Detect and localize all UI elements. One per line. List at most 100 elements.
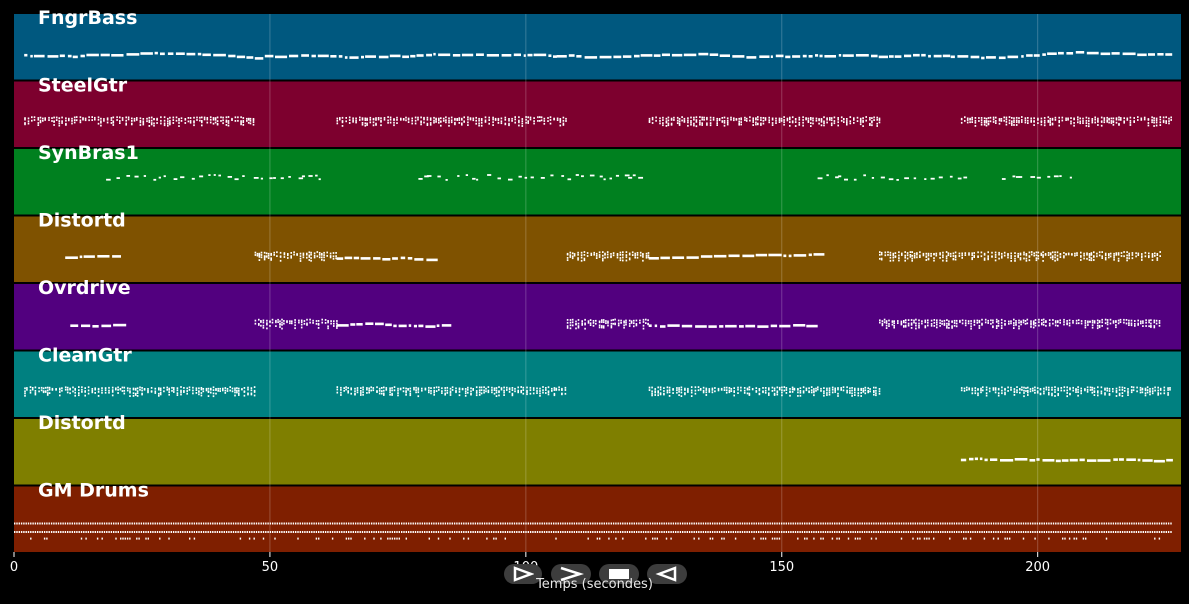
note — [68, 117, 70, 120]
note — [381, 387, 383, 389]
note — [300, 321, 303, 323]
rewind-button[interactable] — [647, 564, 687, 584]
note — [706, 124, 708, 126]
note — [458, 522, 460, 525]
note — [709, 537, 711, 540]
note — [1123, 387, 1126, 389]
note — [368, 522, 371, 525]
note — [982, 389, 984, 392]
note — [619, 259, 622, 262]
note — [483, 391, 485, 394]
note — [948, 320, 950, 323]
note — [453, 531, 456, 533]
play-button[interactable] — [504, 564, 542, 584]
note — [891, 531, 893, 533]
note — [189, 117, 192, 119]
note — [85, 522, 87, 525]
note — [678, 394, 680, 396]
note — [625, 323, 627, 326]
note — [997, 522, 999, 525]
note — [1066, 395, 1068, 398]
note — [385, 387, 388, 389]
note — [952, 252, 955, 255]
note — [900, 537, 903, 540]
note — [628, 319, 631, 322]
note — [96, 531, 99, 533]
note — [734, 522, 737, 525]
note — [537, 116, 539, 119]
note — [398, 537, 400, 540]
stop-button[interactable] — [599, 564, 639, 584]
note — [823, 390, 825, 393]
note — [622, 522, 624, 525]
note — [143, 175, 147, 177]
note — [651, 394, 653, 397]
note — [964, 252, 967, 254]
note — [670, 123, 673, 126]
note — [768, 392, 770, 395]
note — [503, 386, 505, 389]
note — [51, 120, 53, 122]
note — [953, 522, 956, 525]
note — [625, 254, 628, 256]
note — [1070, 117, 1072, 119]
note — [891, 321, 894, 323]
note — [209, 522, 212, 525]
note — [336, 327, 338, 329]
note — [764, 119, 767, 121]
note — [634, 254, 636, 257]
note — [402, 390, 405, 393]
note — [366, 531, 368, 533]
note — [409, 392, 412, 395]
note — [145, 531, 147, 533]
note — [1153, 125, 1155, 127]
note — [58, 124, 61, 127]
note — [740, 386, 742, 389]
note — [294, 327, 296, 330]
note — [725, 531, 728, 533]
note — [808, 253, 812, 257]
track-name: GM Drums — [38, 480, 149, 502]
note — [173, 391, 175, 393]
note — [1079, 117, 1081, 120]
note — [1048, 319, 1051, 321]
note — [180, 389, 182, 392]
note — [142, 123, 145, 126]
note — [18, 531, 20, 533]
note — [101, 389, 103, 392]
note — [378, 387, 381, 390]
note — [1045, 522, 1048, 525]
note — [681, 119, 683, 122]
note — [1078, 531, 1080, 533]
note — [1113, 254, 1115, 257]
note — [264, 54, 274, 58]
note — [1169, 387, 1171, 389]
note — [907, 531, 910, 533]
note — [348, 522, 350, 525]
note — [419, 522, 421, 525]
forward-button[interactable] — [551, 564, 591, 584]
note — [876, 118, 878, 121]
note — [424, 388, 427, 391]
note — [368, 389, 370, 392]
track-lane: GM Drums — [14, 480, 1181, 552]
note — [366, 122, 368, 125]
note — [849, 392, 851, 394]
note — [834, 387, 836, 390]
note — [100, 117, 102, 120]
note — [138, 522, 140, 525]
note — [810, 531, 813, 533]
note — [1013, 322, 1015, 324]
note — [990, 322, 992, 325]
note — [1151, 256, 1154, 258]
note — [798, 123, 801, 126]
note — [31, 387, 34, 389]
note — [1115, 117, 1118, 120]
note — [716, 531, 718, 533]
note — [743, 392, 746, 394]
note — [495, 537, 497, 540]
note — [927, 321, 929, 324]
note — [1162, 116, 1165, 119]
note — [360, 257, 371, 260]
note — [136, 522, 138, 525]
